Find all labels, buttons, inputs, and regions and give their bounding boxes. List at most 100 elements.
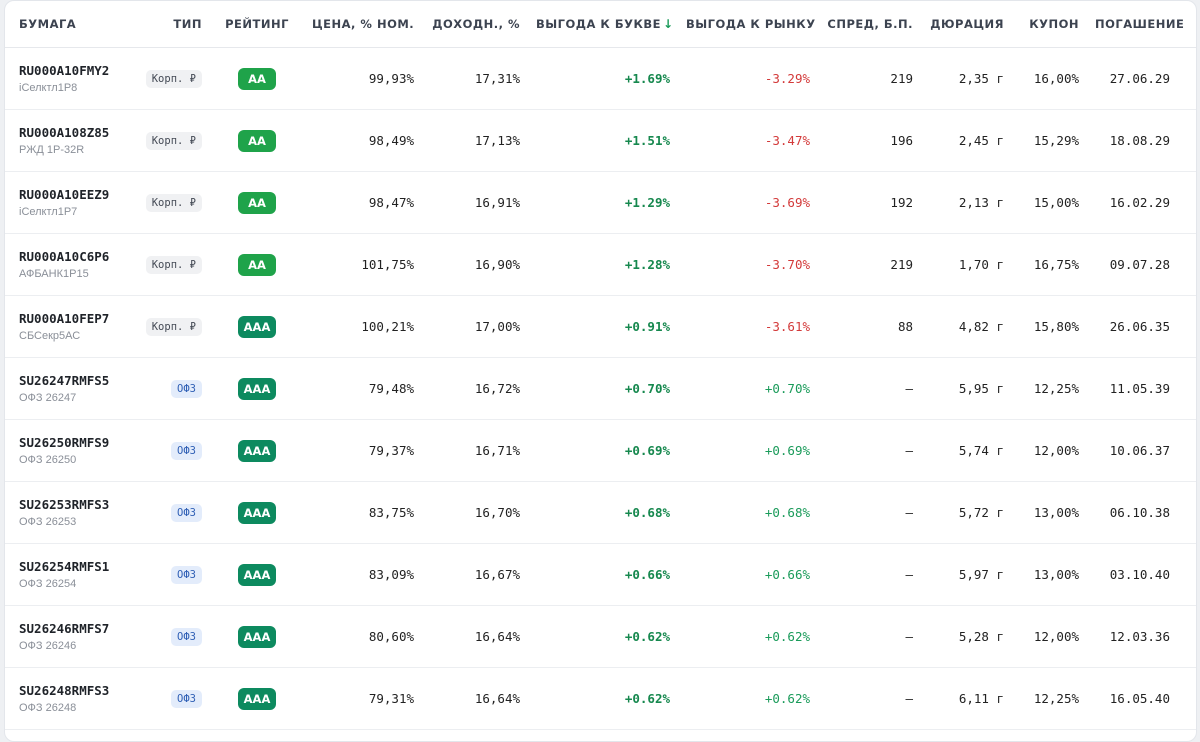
- table-row[interactable]: RU000A10FEP7 СБСекр5АС Корп. ₽ AAA 100,21% 17…: [5, 295, 1196, 358]
- rating-cell: AAA: [210, 605, 304, 668]
- coupon-cell: 16,75%: [1012, 233, 1087, 296]
- table-row[interactable]: SU26248RMFS3 ОФЗ 26248 ОФЗ AAA 79,31% 16,64% +…: [5, 667, 1196, 730]
- table-row[interactable]: SU26253RMFS3 ОФЗ 26253 ОФЗ AAA 83,75% 16,70% +…: [5, 481, 1196, 544]
- table-row[interactable]: SU26254RMFS1 ОФЗ 26254 ОФЗ AAA 83,09% 16,67% +…: [5, 543, 1196, 606]
- bond-issuer: СБСекр5АС: [19, 330, 81, 342]
- price-cell: 99,93%: [304, 47, 422, 110]
- type-badge: ОФЗ: [171, 689, 202, 708]
- spread-cell: —: [818, 667, 921, 730]
- type-badge: ОФЗ: [171, 441, 202, 460]
- duration-cell: 1,70 г: [921, 233, 1012, 296]
- benefit-letter-cell: +0.62%: [528, 667, 678, 730]
- column-header-label: ТИП: [173, 17, 202, 31]
- column-header-rating[interactable]: РЕЙТИНГ: [210, 1, 304, 48]
- bond-ticker[interactable]: RU000A10FEP7: [19, 311, 110, 326]
- rating-cell: AAA: [210, 667, 304, 730]
- type-badge: ОФЗ: [171, 627, 202, 646]
- type-cell: Корп. ₽: [125, 171, 210, 234]
- maturity-cell: 18.08.29: [1087, 109, 1196, 172]
- column-header-label: ВЫГОДА К БУКВЕ: [536, 17, 661, 31]
- bond-ticker[interactable]: RU000A10C6P6: [19, 249, 110, 264]
- yield-cell: 16,72%: [422, 357, 528, 420]
- yield-cell: 16,90%: [422, 233, 528, 296]
- bond-cell: SU26248RMFS3 ОФЗ 26248: [5, 667, 125, 730]
- column-header-type[interactable]: ТИП: [125, 1, 210, 48]
- bond-ticker[interactable]: SU26247RMFS5: [19, 373, 110, 388]
- column-header-benefit-letter[interactable]: ВЫГОДА К БУКВЕ ↓: [528, 1, 678, 48]
- table-row[interactable]: RU000A10EEZ9 iСелктл1Р7 Корп. ₽ AA 98,47% 16,…: [5, 171, 1196, 234]
- rating-cell: AA: [210, 47, 304, 110]
- table-row[interactable]: SU26247RMFS5 ОФЗ 26247 ОФЗ AAA 79,48% 16,72% +…: [5, 357, 1196, 420]
- benefit-letter-cell: +0.91%: [528, 295, 678, 358]
- price-cell: 101,75%: [304, 233, 422, 296]
- rating-cell: AAA: [210, 419, 304, 482]
- rating-badge: AA: [238, 129, 276, 152]
- bond-ticker[interactable]: RU000A108Z85: [19, 125, 110, 140]
- type-cell: ОФЗ: [125, 481, 210, 544]
- type-badge: Корп. ₽: [145, 317, 202, 336]
- type-cell: Корп. ₽: [125, 295, 210, 358]
- maturity-cell: 26.06.35: [1087, 295, 1196, 358]
- column-header-price[interactable]: ЦЕНА, % НОМ.: [304, 1, 422, 48]
- benefit-letter-cell: +1.29%: [528, 171, 678, 234]
- coupon-cell: 12,25%: [1012, 667, 1087, 730]
- coupon-cell: 12,25%: [1012, 357, 1087, 420]
- benefit-market-cell: +0.69%: [678, 419, 818, 482]
- column-header-spread[interactable]: СПРЕД, Б.П.: [818, 1, 921, 48]
- type-badge: Корп. ₽: [145, 69, 202, 88]
- benefit-letter-cell: +0.69%: [528, 419, 678, 482]
- coupon-cell: 12,00%: [1012, 605, 1087, 668]
- column-header-bond[interactable]: БУМАГА: [5, 1, 125, 48]
- rating-badge: AAA: [238, 377, 276, 400]
- rating-badge: AAA: [238, 439, 276, 462]
- maturity-cell: 06.10.38: [1087, 481, 1196, 544]
- bond-ticker[interactable]: RU000A10EEZ9: [19, 187, 110, 202]
- maturity-cell: 12.03.36: [1087, 605, 1196, 668]
- column-header-coupon[interactable]: КУПОН: [1012, 1, 1087, 48]
- table-row[interactable]: RU000A10C6P6 АФБАНК1Р15 Корп. ₽ AA 101,75% 16…: [5, 233, 1196, 296]
- price-cell: 83,75%: [304, 481, 422, 544]
- bond-ticker[interactable]: SU26250RMFS9: [19, 435, 110, 450]
- rating-cell: AA: [210, 109, 304, 172]
- column-header-label: СПРЕД, Б.П.: [827, 17, 913, 31]
- price-cell: 80,60%: [304, 605, 422, 668]
- bond-ticker[interactable]: SU26253RMFS3: [19, 497, 110, 512]
- column-header-maturity[interactable]: ПОГАШЕНИЕ: [1087, 1, 1196, 48]
- bond-ticker[interactable]: SU26248RMFS3: [19, 683, 110, 698]
- duration-cell: 2,13 г: [921, 171, 1012, 234]
- table-row[interactable]: RU000A108Z85 РЖД 1Р-32R Корп. ₽ AA 98,49% 17,…: [5, 109, 1196, 172]
- bond-table: БУМАГА ТИП РЕЙТИНГ ЦЕНА, % НОМ. ДОХОДН.,…: [5, 1, 1196, 730]
- bond-cell: SU26246RMFS7 ОФЗ 26246: [5, 605, 125, 668]
- column-header-label: ПОГАШЕНИЕ: [1095, 17, 1185, 31]
- table-header-row: БУМАГА ТИП РЕЙТИНГ ЦЕНА, % НОМ. ДОХОДН.,…: [5, 1, 1196, 48]
- benefit-market-cell: +0.70%: [678, 357, 818, 420]
- bond-ticker[interactable]: RU000A10FMY2: [19, 63, 110, 78]
- column-header-label: ДОХОДН., %: [432, 17, 520, 31]
- rating-cell: AA: [210, 233, 304, 296]
- bond-issuer: ОФЗ 26253: [19, 516, 77, 528]
- yield-cell: 16,67%: [422, 543, 528, 606]
- bond-issuer: ОФЗ 26250: [19, 454, 77, 466]
- rating-badge: AAA: [238, 501, 276, 524]
- table-row[interactable]: SU26250RMFS9 ОФЗ 26250 ОФЗ AAA 79,37% 16,71% +…: [5, 419, 1196, 482]
- bond-cell: RU000A108Z85 РЖД 1Р-32R: [5, 109, 125, 172]
- column-header-benefit-market[interactable]: ВЫГОДА К РЫНКУ: [678, 1, 818, 48]
- column-header-yield[interactable]: ДОХОДН., %: [422, 1, 528, 48]
- column-header-label: ЦЕНА, % НОМ.: [312, 17, 415, 31]
- spread-cell: —: [818, 605, 921, 668]
- yield-cell: 16,71%: [422, 419, 528, 482]
- bond-ticker[interactable]: SU26254RMFS1: [19, 559, 110, 574]
- bond-issuer: iСелктл1Р7: [19, 206, 78, 218]
- bond-issuer: ОФЗ 26254: [19, 578, 77, 590]
- type-badge: ОФЗ: [171, 503, 202, 522]
- rating-badge: AAA: [238, 625, 276, 648]
- maturity-cell: 16.02.29: [1087, 171, 1196, 234]
- column-header-duration[interactable]: ДЮРАЦИЯ: [921, 1, 1012, 48]
- type-cell: Корп. ₽: [125, 233, 210, 296]
- bond-ticker[interactable]: SU26246RMFS7: [19, 621, 110, 636]
- column-header-label: КУПОН: [1029, 17, 1079, 31]
- maturity-cell: 09.07.28: [1087, 233, 1196, 296]
- table-row[interactable]: SU26246RMFS7 ОФЗ 26246 ОФЗ AAA 80,60% 16,64% +…: [5, 605, 1196, 668]
- rating-badge: AAA: [238, 315, 276, 338]
- table-row[interactable]: RU000A10FMY2 iСелктл1Р8 Корп. ₽ AA 99,93% 17,…: [5, 47, 1196, 110]
